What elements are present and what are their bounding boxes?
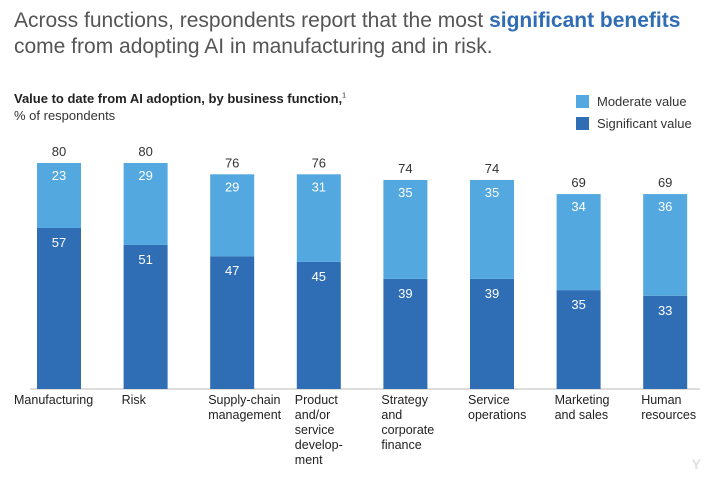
chart-title: Value to date from AI adoption, by busin… <box>14 91 346 106</box>
headline: Across functions, respondents report tha… <box>14 8 694 60</box>
data-label-significant-1: 51 <box>138 252 152 267</box>
headline-highlight: significant benefits <box>489 9 681 32</box>
data-label-moderate-1: 29 <box>138 168 152 183</box>
data-label-moderate-0: 23 <box>52 168 66 183</box>
headline-part2: come from adopting AI in manufacturing a… <box>14 35 493 58</box>
bar-significant-4 <box>383 278 428 389</box>
category-label-4: Strategy and corporate finance <box>381 393 435 452</box>
bar-moderate-5 <box>470 179 514 279</box>
category-label-1: Risk <box>121 393 146 407</box>
legend-swatch-significant <box>576 116 589 130</box>
total-label-2: 76 <box>225 155 239 170</box>
category-label-3: Product and/or service develop-ment <box>294 393 343 467</box>
data-label-moderate-6: 34 <box>571 199 585 214</box>
category-label-2: Supply-chain management <box>208 393 282 422</box>
data-label-significant-6: 35 <box>571 297 585 312</box>
bar-significant-6 <box>556 290 601 389</box>
total-label-7: 69 <box>658 175 672 190</box>
total-label-3: 76 <box>312 155 326 170</box>
bar-significant-7 <box>643 295 688 389</box>
legend: Moderate value Significant value <box>576 90 692 134</box>
legend-swatch-moderate <box>576 94 589 108</box>
category-label-5: Service operations <box>468 393 527 422</box>
data-label-moderate-5: 35 <box>485 185 499 200</box>
bar-moderate-3 <box>296 174 341 262</box>
bar-moderate-4 <box>383 179 428 279</box>
data-label-significant-0: 57 <box>52 235 66 250</box>
chart-title-footnote: 1 <box>342 92 347 100</box>
total-label-4: 74 <box>398 161 412 176</box>
data-label-significant-5: 39 <box>485 286 499 301</box>
bar-significant-1 <box>123 244 168 389</box>
bar-moderate-6 <box>556 194 601 291</box>
total-label-0: 80 <box>52 144 66 159</box>
total-label-5: 74 <box>485 161 499 176</box>
data-label-moderate-7: 36 <box>658 199 672 214</box>
bar-moderate-7 <box>643 194 688 296</box>
data-label-significant-2: 47 <box>225 263 239 278</box>
category-label-0: Manufacturing <box>14 393 94 407</box>
data-label-significant-7: 33 <box>658 303 672 318</box>
data-label-significant-4: 39 <box>398 286 412 301</box>
category-label-6: Marketing and sales <box>554 393 610 422</box>
watermark-logo: Y <box>691 456 701 472</box>
legend-label-significant: Significant value <box>597 115 692 131</box>
bar-moderate-0 <box>37 163 81 228</box>
legend-item-significant: Significant value <box>576 112 692 134</box>
bar-significant-2 <box>210 256 255 389</box>
legend-label-moderate: Moderate value <box>597 93 687 109</box>
bar-significant-0 <box>37 227 81 389</box>
total-label-6: 69 <box>571 175 585 190</box>
bar-moderate-1 <box>123 163 168 245</box>
data-label-moderate-2: 29 <box>225 179 239 194</box>
bar-moderate-2 <box>210 174 255 257</box>
bar-significant-5 <box>470 278 514 389</box>
legend-item-moderate: Moderate value <box>576 90 692 112</box>
chart-subtitle: % of respondents <box>14 108 116 123</box>
chart-title-text: Value to date from AI adoption, by busin… <box>14 91 343 106</box>
headline-part1: Across functions, respondents report tha… <box>14 9 490 32</box>
category-label-7: Human resources <box>641 393 697 422</box>
data-label-moderate-4: 35 <box>398 185 412 200</box>
total-label-1: 80 <box>138 144 152 159</box>
data-label-significant-3: 45 <box>312 269 326 284</box>
bar-significant-3 <box>296 261 341 389</box>
data-label-moderate-3: 31 <box>312 179 326 194</box>
